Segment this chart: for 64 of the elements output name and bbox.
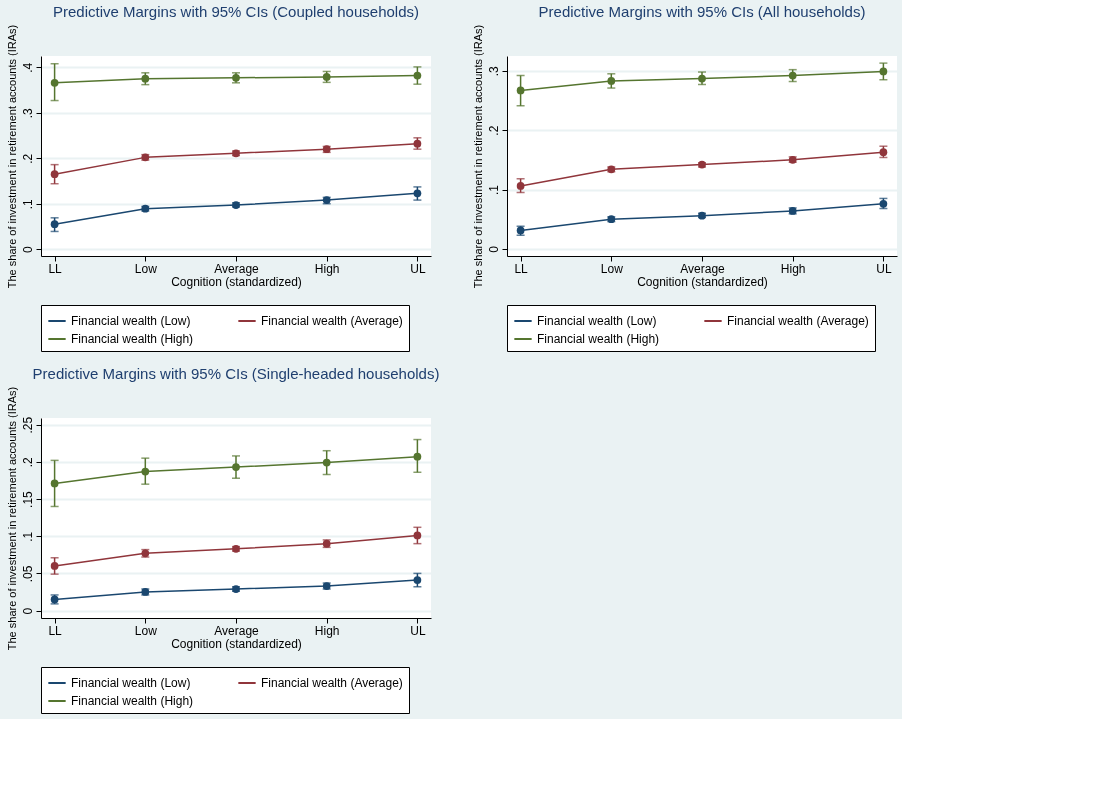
legend-label: Financial wealth (High) <box>71 332 194 346</box>
legend-label: Financial wealth (Average) <box>261 314 403 328</box>
x-axis-title: Cognition (standardized) <box>171 274 302 289</box>
y-tick-label: .2 <box>20 457 35 468</box>
x-tick-label: High <box>314 623 340 638</box>
y-tick-label: .2 <box>486 125 501 136</box>
point <box>232 463 240 471</box>
y-tick-label: .4 <box>20 62 35 73</box>
x-tick-label: UL <box>410 623 426 638</box>
y-tick-label: 0 <box>486 245 501 253</box>
y-tick-label: .1 <box>486 184 501 196</box>
x-axis-title: Cognition (standardized) <box>171 636 302 651</box>
y-tick-label: 0 <box>20 607 35 615</box>
x-tick-label: Average <box>680 261 726 276</box>
point <box>141 467 150 476</box>
point <box>322 458 331 467</box>
x-tick-label: LL <box>514 261 529 276</box>
y-tick-label: .1 <box>20 531 35 542</box>
chart-title: Predictive Margins with 95% CIs (Coupled households) <box>52 3 420 21</box>
point <box>413 71 422 80</box>
y-tick-label: .2 <box>20 153 35 164</box>
point <box>607 77 616 85</box>
legend-label: Financial wealth (High) <box>537 332 660 346</box>
y-tick-label: .15 <box>20 490 35 508</box>
chart-title: Predictive Margins with 95% CIs (Single-headed households) <box>32 365 440 383</box>
y-tick-label: .05 <box>20 565 35 583</box>
x-tick-label: Average <box>214 261 260 276</box>
x-axis-title: Cognition (standardized) <box>637 274 768 289</box>
legend-label: Financial wealth (High) <box>71 694 194 708</box>
x-tick-label: UL <box>410 261 426 276</box>
y-tick-label: .25 <box>20 416 35 434</box>
chart-title: Predictive Margins with 95% CIs (All households) <box>538 3 866 21</box>
y-axis-title: The share of investment in retirement accounts (IRAs) <box>5 24 18 289</box>
point <box>516 182 525 190</box>
x-tick-label: Average <box>214 623 260 638</box>
legend-label: Financial wealth (Low) <box>71 676 191 690</box>
point <box>516 86 525 95</box>
point <box>50 170 59 179</box>
point <box>50 562 59 570</box>
legend-label: Financial wealth (Average) <box>727 314 869 328</box>
x-tick-label: High <box>314 261 340 276</box>
x-tick-label: UL <box>876 261 892 276</box>
y-axis-title: The share of investment in retirement accounts (IRAs) <box>471 24 484 289</box>
point <box>50 78 59 87</box>
point <box>50 220 59 229</box>
legend-label: Financial wealth (Low) <box>71 314 191 328</box>
x-tick-label: Low <box>134 623 158 638</box>
x-tick-label: LL <box>48 623 63 638</box>
x-tick-label: Low <box>600 261 624 276</box>
x-tick-label: High <box>780 261 806 276</box>
y-axis-title: The share of investment in retirement accounts (IRAs) <box>5 386 18 651</box>
x-tick-label: Low <box>134 261 158 276</box>
y-tick-label: .1 <box>20 198 35 210</box>
y-tick-label: .3 <box>486 66 501 77</box>
point <box>413 531 422 540</box>
y-tick-label: 0 <box>20 246 35 254</box>
point <box>50 479 59 488</box>
x-tick-label: LL <box>48 261 63 276</box>
y-tick-label: .3 <box>20 107 35 119</box>
legend-label: Financial wealth (Low) <box>537 314 657 328</box>
point <box>413 452 422 461</box>
point <box>413 576 422 584</box>
point <box>879 67 888 76</box>
legend-label: Financial wealth (Average) <box>261 676 403 690</box>
